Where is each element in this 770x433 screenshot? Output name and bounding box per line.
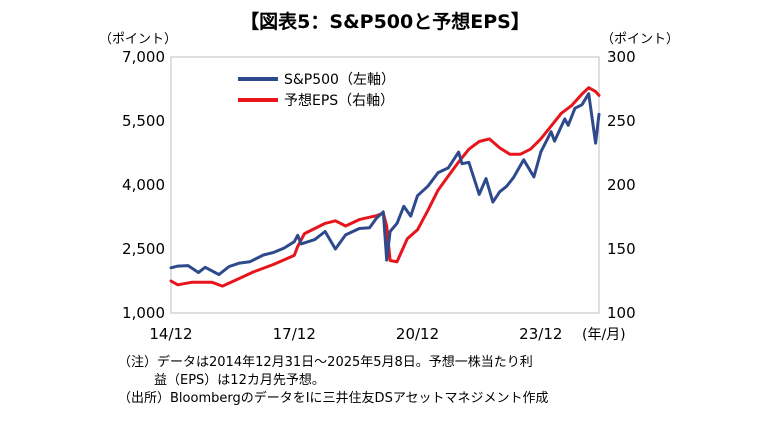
plot-area [170, 56, 600, 314]
left-tick-label: 7,000 [122, 48, 165, 66]
x-tick-label: 20/12 [396, 325, 439, 343]
left-tick-label: 5,500 [122, 112, 165, 130]
eps-line [169, 86, 601, 288]
legend-label: S&P500（左軸） [284, 72, 395, 88]
x-tick-label: 14/12 [149, 325, 192, 343]
legend: S&P500（左軸） 予想EPS（右軸） [238, 72, 395, 109]
right-tick-label: 150 [607, 240, 636, 258]
note-line-3: （出所）BloombergのデータをIに三井住友DSアセットマネジメント作成 [118, 391, 549, 406]
sp500-line [169, 92, 601, 277]
right-tick-label: 250 [607, 112, 636, 130]
left-tick-label: 4,000 [122, 176, 165, 194]
legend-label: 予想EPS（右軸） [284, 93, 394, 109]
note-line-1: （注）データは2014年12月31日～2025年5月8日。予想一株当たり利 [118, 355, 533, 370]
right-tick-label: 300 [607, 48, 636, 66]
note-line-2: 益（EPS）は12カ月先予想。 [154, 373, 325, 388]
left-axis-unit: （ポイント） [99, 32, 177, 47]
right-axis-unit: （ポイント） [601, 32, 679, 47]
left-tick-label: 1,000 [122, 304, 165, 322]
x-tick-label: 17/12 [273, 325, 316, 343]
left-tick-label: 2,500 [122, 240, 165, 258]
x-axis-unit: (年/月) [582, 327, 626, 343]
right-tick-label: 100 [607, 304, 636, 322]
chart-title: 【図表5：S&P500と予想EPS】 [240, 10, 530, 33]
x-tick-label: 23/12 [519, 325, 562, 343]
right-tick-label: 200 [607, 176, 636, 194]
chart: 【図表5：S&P500と予想EPS】 （ポイント） （ポイント） 1,000 2,… [99, 10, 679, 343]
